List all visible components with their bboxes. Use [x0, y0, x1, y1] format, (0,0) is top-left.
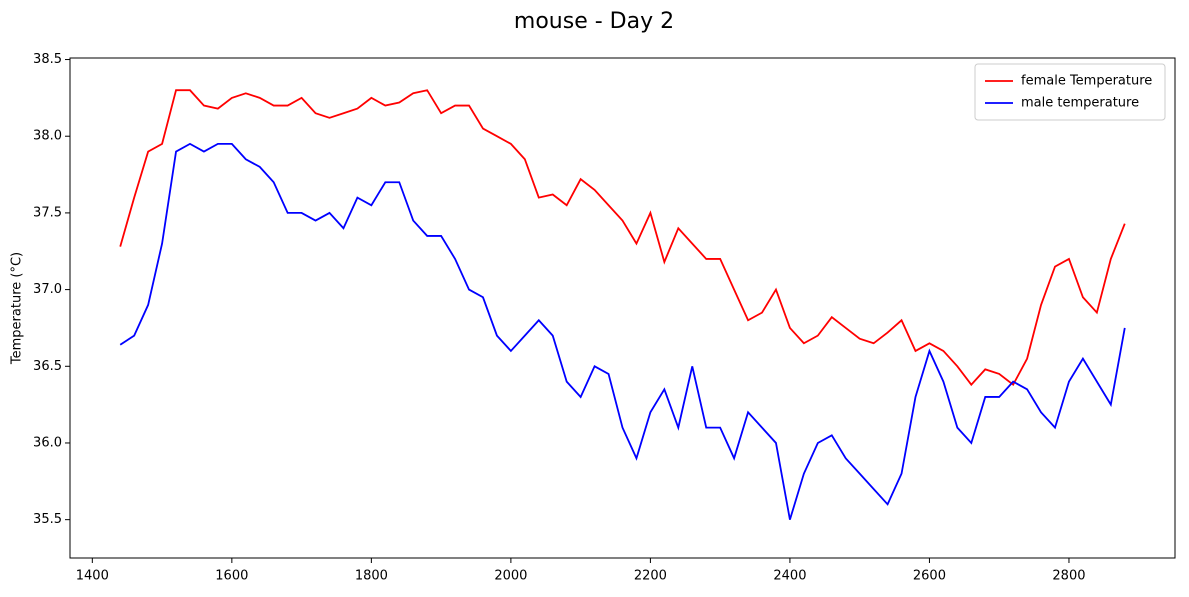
y-tick-label: 38.5 [33, 52, 62, 67]
x-tick-label: 2400 [773, 569, 806, 584]
y-tick-label: 37.0 [33, 282, 62, 297]
x-tick-label: 1800 [355, 569, 388, 584]
y-axis-label: Temperature (°C) [10, 252, 25, 365]
x-tick-label: 2600 [913, 569, 946, 584]
y-tick-label: 38.0 [33, 129, 62, 144]
y-tick-label: 36.5 [33, 359, 62, 374]
x-tick-label: 2000 [494, 569, 527, 584]
legend-label: male temperature [1021, 96, 1139, 111]
y-tick-label: 36.0 [33, 435, 62, 450]
chart-title: mouse - Day 2 [514, 9, 674, 34]
line-series [119, 142, 1126, 520]
x-tick-label: 2800 [1052, 569, 1085, 584]
line-series [119, 89, 1126, 387]
y-tick-label: 37.5 [33, 205, 62, 220]
plot-frame [69, 57, 1176, 559]
y-tick-label: 35.5 [33, 512, 62, 527]
legend-label: female Temperature [1021, 74, 1152, 89]
x-tick-label: 1600 [215, 569, 248, 584]
legend-box [974, 63, 1166, 121]
x-tick-label: 2200 [634, 569, 667, 584]
x-tick-label: 1400 [76, 569, 109, 584]
